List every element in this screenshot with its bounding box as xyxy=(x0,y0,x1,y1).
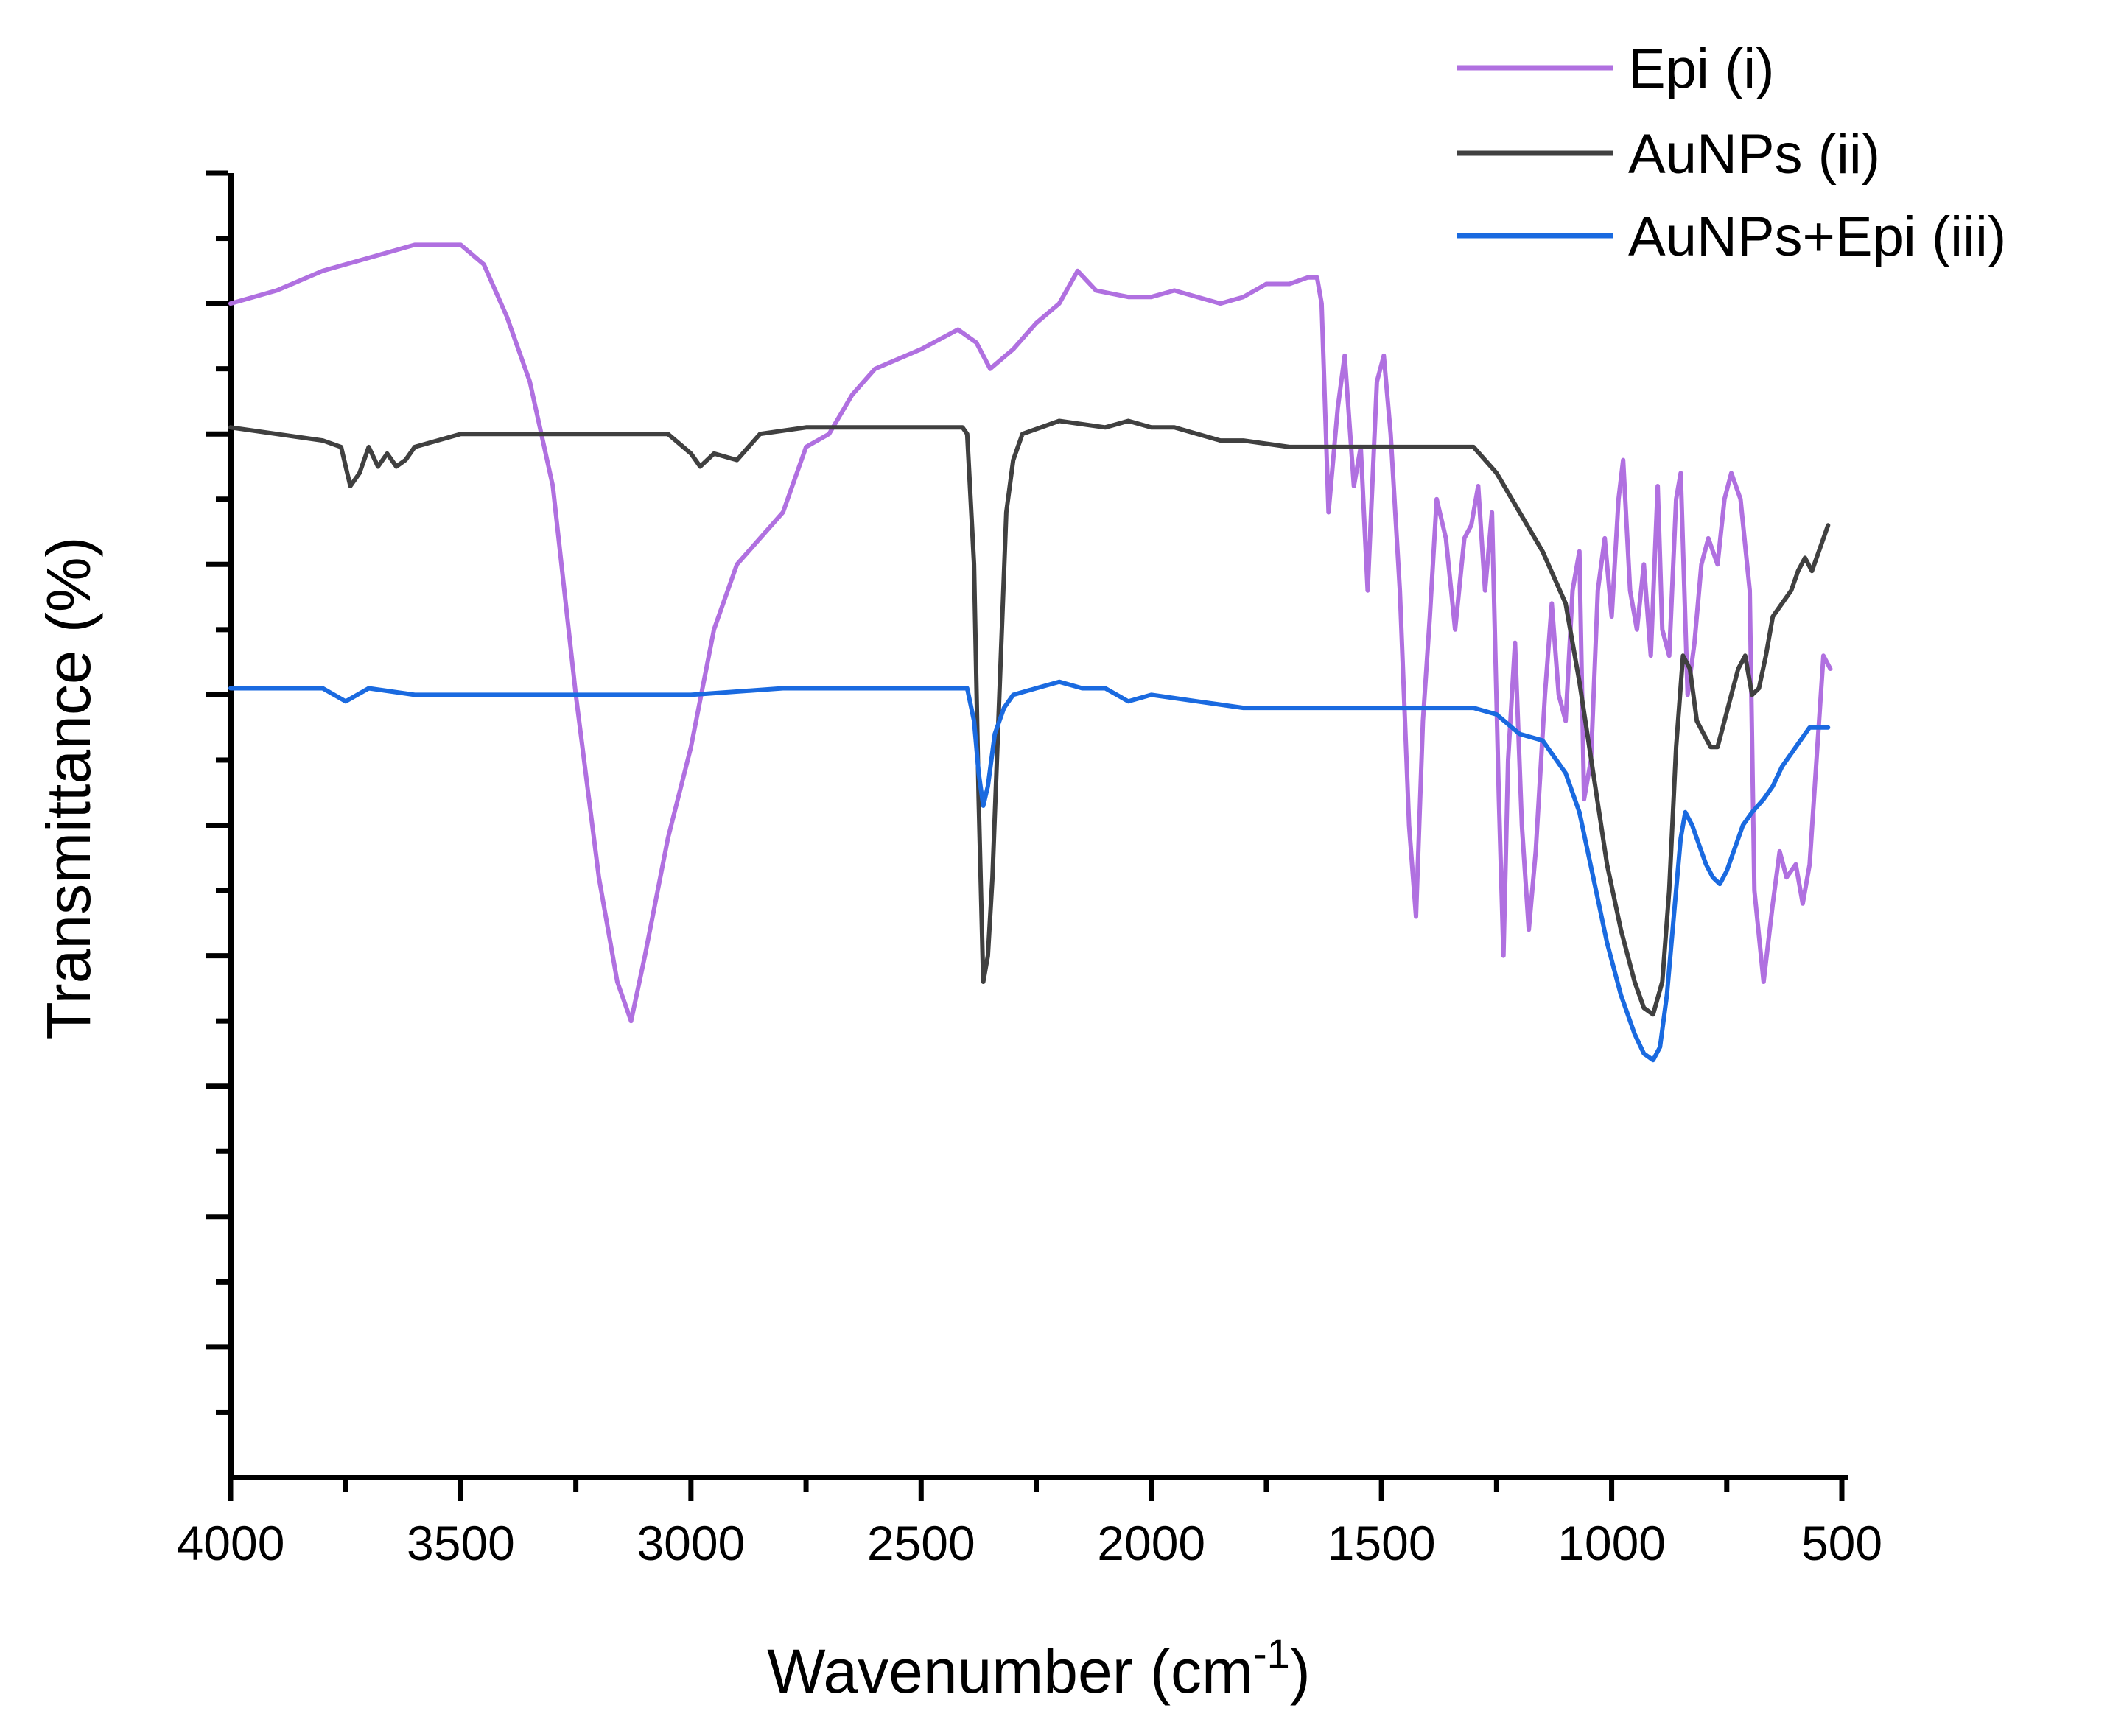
plot-area: 4000 3500 3000 2500 2000 1500 1000 500 xyxy=(177,170,1882,1570)
series-line-3 xyxy=(228,679,1831,1063)
x-axis-ticks xyxy=(228,1480,1845,1501)
x-tick-label: 2500 xyxy=(867,1516,975,1570)
x-axis-tick-labels: 4000 3500 3000 2500 2000 1500 1000 500 xyxy=(177,1516,1882,1570)
x-tick-label: 3500 xyxy=(407,1516,515,1570)
x-tick-label: 2000 xyxy=(1097,1516,1205,1570)
x-tick-label: 500 xyxy=(1801,1516,1882,1570)
legend-label-1: Epi (i) xyxy=(1628,38,1774,100)
series-line-1 xyxy=(228,242,1833,1024)
x-tick-label: 4000 xyxy=(177,1516,285,1570)
x-tick-label: 1000 xyxy=(1557,1516,1666,1570)
x-axis-title-close: ) xyxy=(1290,1637,1311,1706)
x-tick-label: 3000 xyxy=(637,1516,745,1570)
legend: Epi (i) AuNPs (ii) AuNPs+Epi (iii) xyxy=(1457,38,2006,268)
series-line-2 xyxy=(228,418,1831,1017)
x-axis-title-superscript: -1 xyxy=(1253,1630,1290,1676)
legend-label-3: AuNPs+Epi (iii) xyxy=(1628,205,2006,268)
series-lines xyxy=(228,242,1833,1063)
y-axis-title: Transmittance (%) xyxy=(34,536,103,1039)
x-tick-label: 1500 xyxy=(1328,1516,1436,1570)
y-axis-ticks xyxy=(206,170,228,1415)
x-axis-title: Wavenumber (cm-1) xyxy=(767,1630,1310,1706)
legend-label-2: AuNPs (ii) xyxy=(1628,123,1880,186)
